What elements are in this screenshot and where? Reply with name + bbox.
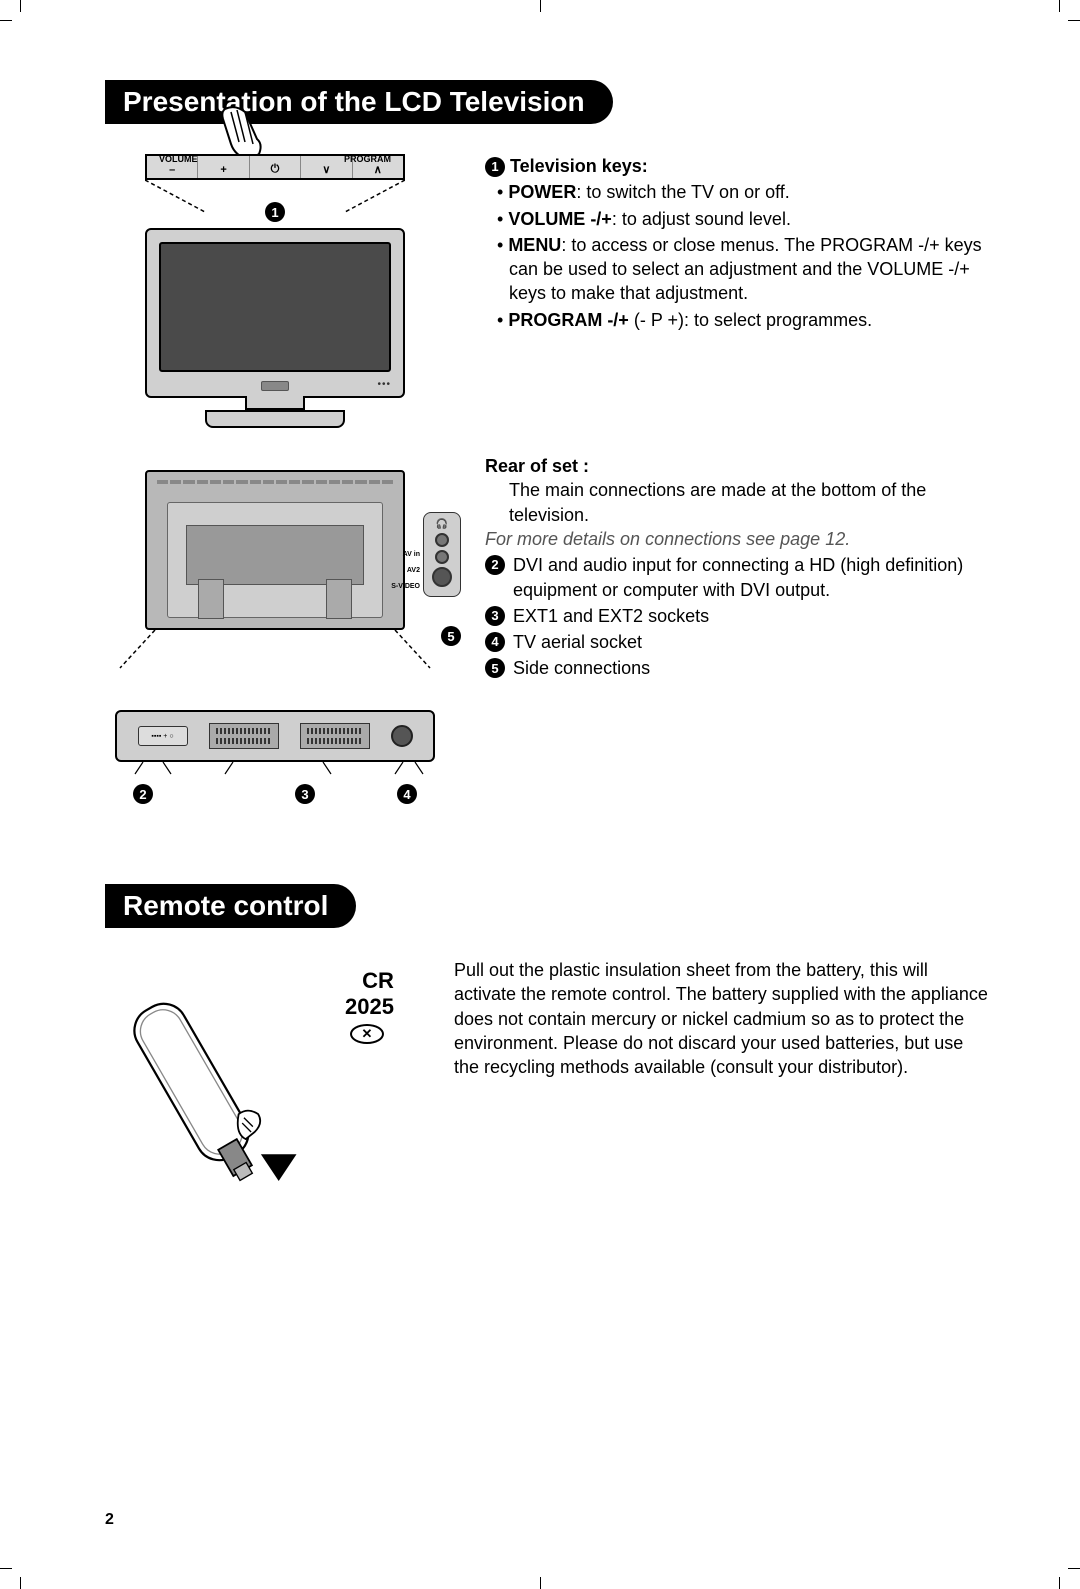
label-avin: AV in	[403, 551, 420, 558]
marker-1-inline: 1	[485, 157, 505, 177]
key-vol-plus: +	[198, 156, 249, 178]
rear-item-2: 2DVI and audio input for connecting a HD…	[485, 553, 990, 602]
tv-keys-heading: 1 Television keys:	[485, 154, 990, 178]
marker-5: 5	[441, 626, 461, 646]
program-label: PROGRAM	[344, 154, 391, 164]
volume-label: VOLUME	[159, 154, 198, 164]
heading-remote: Remote control	[105, 884, 356, 928]
marker-1: 1	[265, 202, 285, 222]
bullet-program: PROGRAM -/+ (- P +): to select programme…	[485, 308, 990, 332]
key-power: ⏻	[250, 156, 301, 178]
bullet-volume: VOLUME -/+: to adjust sound level.	[485, 207, 990, 231]
remote-illustration: CR 2025 ✕	[105, 958, 424, 1198]
rear-intro: The main connections are made at the bot…	[485, 478, 990, 527]
section-remote: Remote control	[105, 884, 990, 1198]
marker-2: 2	[133, 784, 153, 804]
rear-title: Rear of set :	[485, 454, 990, 478]
rear-item-3: 3EXT1 and EXT2 sockets	[485, 604, 990, 628]
remote-paragraph: Pull out the plastic insulation sheet fr…	[454, 958, 990, 1079]
marker-4: 4	[397, 784, 417, 804]
control-panel: VOLUME PROGRAM – + ⏻ ∨ ∧	[145, 154, 405, 180]
aerial-socket-icon	[391, 725, 413, 747]
remote-drawing-icon	[105, 968, 310, 1198]
scart-ext2-icon	[300, 723, 370, 749]
tv-front-illustration: •••	[145, 228, 405, 430]
label-svideo: S-VIDEO	[391, 583, 420, 590]
tv-keys-title: Television keys:	[510, 156, 648, 176]
scart-ext1-icon	[209, 723, 279, 749]
battery-type: CR 2025	[320, 968, 424, 1020]
dvi-port-icon: ▪▪▪▪ + ○	[138, 726, 188, 746]
headphone-jack-icon	[435, 533, 449, 547]
battery-glyph-icon: ✕	[350, 1024, 384, 1044]
arrow-icon	[261, 1154, 297, 1181]
remote-text: Pull out the plastic insulation sheet fr…	[454, 958, 990, 1198]
section-presentation: Presentation of the LCD Television VOLUM…	[105, 80, 990, 804]
av-jack-icon	[435, 550, 449, 564]
bullet-menu: MENU: to access or close menus. The PROG…	[485, 233, 990, 306]
tv-rear-illustration: 🎧 AV in AV2 S-VIDEO 5	[105, 470, 445, 804]
rear-item-5: 5Side connections	[485, 656, 990, 680]
headphone-icon: 🎧	[428, 519, 456, 530]
rear-note: For more details on connections see page…	[485, 527, 990, 551]
side-connections-panel: 🎧 AV in AV2 S-VIDEO	[423, 512, 461, 597]
connection-strip: ▪▪▪▪ + ○	[115, 710, 435, 762]
rear-item-4: 4TV aerial socket	[485, 630, 990, 654]
conn-callout-lines-icon	[115, 762, 435, 776]
tv-controls-illustration: VOLUME PROGRAM – + ⏻ ∨ ∧ 1	[105, 154, 445, 430]
marker-3: 3	[295, 784, 315, 804]
bullet-power: POWER: to switch the TV on or off.	[485, 180, 990, 204]
heading-presentation: Presentation of the LCD Television	[105, 80, 613, 124]
illustrations-column: VOLUME PROGRAM – + ⏻ ∨ ∧ 1	[105, 154, 445, 804]
svideo-jack-icon	[432, 567, 452, 587]
page-number: 2	[105, 1511, 114, 1529]
label-av2: AV2	[407, 567, 420, 574]
text-column: 1 Television keys: POWER: to switch the …	[485, 154, 990, 804]
rear-perspective-lines-icon	[115, 630, 435, 670]
